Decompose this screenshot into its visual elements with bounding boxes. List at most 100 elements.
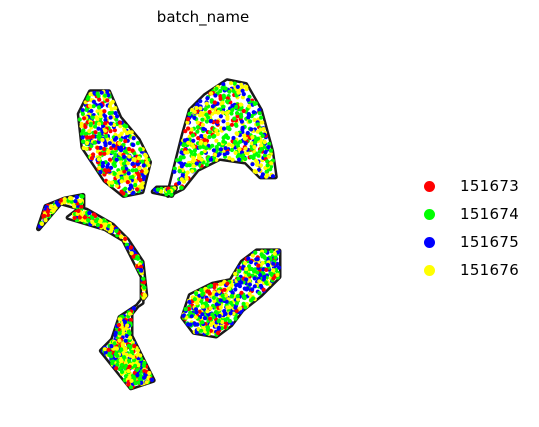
point-151676 — [252, 117, 257, 122]
point-151674 — [79, 131, 84, 136]
point-151674 — [89, 143, 94, 149]
point-151674 — [241, 294, 246, 299]
point-151674 — [214, 86, 219, 91]
point-151675 — [201, 126, 206, 131]
point-151676 — [127, 154, 132, 159]
point-151676 — [68, 196, 73, 201]
point-151676 — [117, 338, 122, 343]
point-151673 — [125, 180, 130, 185]
point-151676 — [94, 115, 99, 120]
point-151675 — [216, 325, 221, 330]
point-151675 — [258, 273, 263, 278]
point-151674 — [138, 147, 143, 152]
point-151675 — [234, 283, 239, 288]
point-151675 — [109, 344, 114, 349]
point-151674 — [179, 185, 184, 190]
point-151676 — [213, 152, 218, 157]
point-151674 — [135, 141, 140, 146]
point-151676 — [121, 327, 126, 332]
cluster-3 — [36, 192, 156, 391]
point-151674 — [222, 296, 227, 301]
point-151674 — [238, 139, 243, 144]
point-151674 — [123, 186, 128, 191]
point-151676 — [98, 111, 103, 116]
point-151674 — [263, 249, 268, 254]
point-151675 — [265, 262, 270, 268]
point-151674 — [259, 252, 264, 257]
point-151675 — [251, 110, 256, 115]
point-151676 — [246, 104, 252, 109]
point-151676 — [233, 271, 238, 276]
point-151673 — [138, 264, 144, 269]
point-151675 — [107, 141, 112, 146]
point-151674 — [232, 116, 237, 121]
point-151674 — [204, 146, 209, 151]
point-151673 — [264, 267, 269, 272]
point-151675 — [200, 312, 205, 317]
point-151675 — [252, 276, 257, 281]
cluster-0 — [76, 89, 152, 198]
point-151676 — [271, 268, 276, 273]
point-151674 — [124, 124, 129, 129]
point-151673 — [127, 364, 132, 369]
point-151675 — [149, 377, 155, 382]
point-151674 — [261, 271, 266, 276]
point-151675 — [241, 92, 246, 97]
point-151676 — [119, 179, 124, 184]
point-151675 — [250, 162, 255, 167]
point-151675 — [106, 93, 111, 98]
point-151675 — [240, 88, 245, 93]
point-151673 — [106, 347, 111, 352]
point-151676 — [144, 160, 150, 165]
point-151673 — [77, 215, 82, 220]
point-151674 — [93, 124, 98, 129]
point-151675 — [246, 97, 251, 102]
point-151676 — [216, 109, 221, 115]
point-151675 — [177, 181, 182, 186]
point-151674 — [216, 319, 221, 324]
point-151674 — [257, 291, 262, 296]
point-151674 — [96, 93, 101, 98]
point-151676 — [125, 323, 130, 328]
point-151675 — [271, 261, 276, 266]
point-151676 — [140, 181, 145, 186]
point-151676 — [204, 101, 209, 106]
point-151674 — [238, 112, 244, 117]
point-151676 — [90, 220, 95, 225]
point-151676 — [147, 371, 152, 376]
point-151674 — [253, 138, 258, 143]
point-151674 — [243, 305, 248, 310]
legend: 151673 151674 151675 151676 — [418, 172, 519, 284]
point-151675 — [113, 111, 118, 116]
point-151673 — [136, 173, 141, 178]
point-151676 — [199, 157, 204, 162]
point-151676 — [120, 331, 126, 336]
point-151674 — [243, 156, 248, 162]
point-151676 — [229, 81, 234, 86]
legend-item-151673: 151673 — [418, 172, 519, 200]
point-151675 — [221, 82, 226, 87]
point-151676 — [211, 320, 216, 325]
point-151673 — [98, 151, 103, 156]
point-151676 — [96, 157, 101, 162]
point-151676 — [203, 133, 208, 139]
point-151676 — [238, 102, 243, 107]
point-151673 — [241, 108, 246, 114]
point-151675 — [246, 112, 251, 117]
point-151676 — [197, 154, 202, 159]
point-151675 — [128, 183, 133, 188]
point-151675 — [180, 173, 185, 178]
point-151676 — [195, 120, 200, 125]
point-151676 — [118, 317, 123, 322]
point-151674 — [214, 145, 219, 150]
point-151675 — [118, 145, 124, 150]
point-151674 — [112, 341, 117, 346]
point-151674 — [237, 268, 242, 273]
point-151674 — [253, 250, 258, 255]
point-151674 — [208, 130, 213, 135]
point-151673 — [91, 212, 96, 217]
point-151676 — [185, 120, 190, 125]
point-151676 — [244, 266, 249, 272]
point-151675 — [73, 199, 78, 204]
point-151673 — [114, 366, 119, 371]
